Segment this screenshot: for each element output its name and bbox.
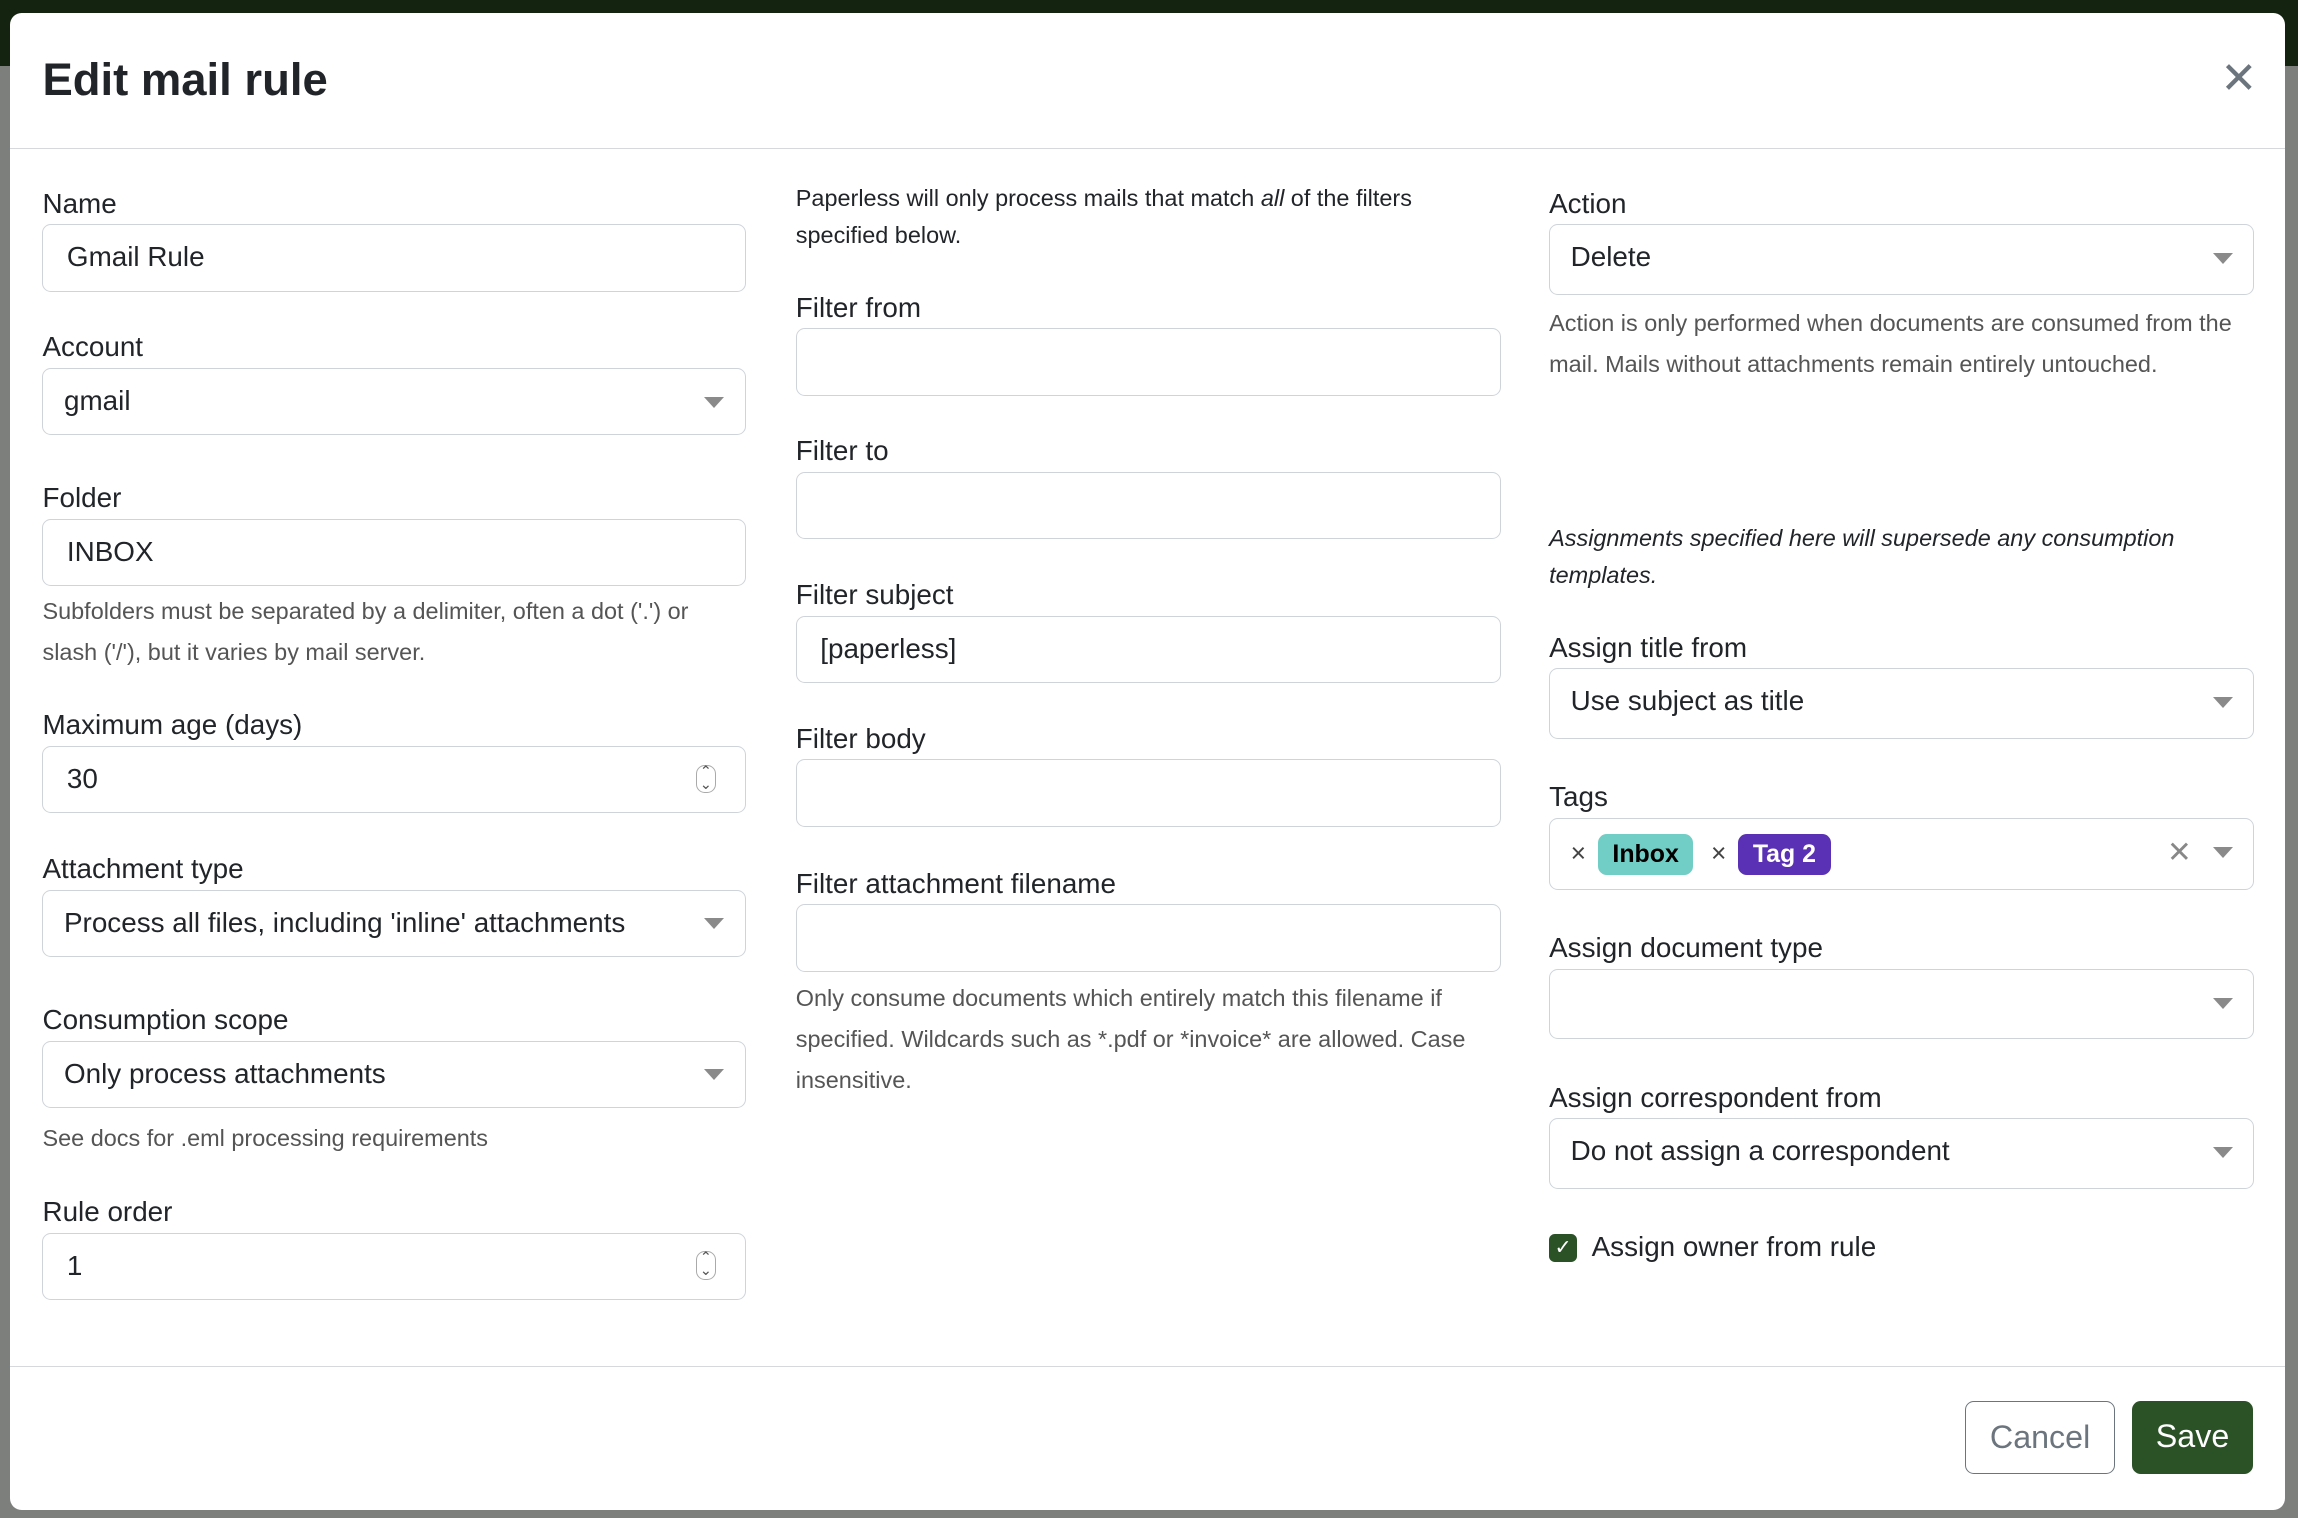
intro-text: Paperless will only process mails that m… — [795, 185, 1261, 212]
assign-title-value: Use subject as title — [1570, 685, 1805, 717]
cancel-button[interactable]: Cancel — [1965, 1401, 2115, 1475]
chevron-down-icon — [704, 918, 725, 929]
chevron-down-icon — [2212, 997, 2233, 1009]
header-divider — [10, 148, 2285, 150]
order-input[interactable]: 1 ⌃ ⌄ — [42, 1232, 746, 1300]
chevron-down-icon — [2212, 253, 2233, 264]
correspondent-select[interactable]: Do not assign a correspondent — [1549, 1118, 2255, 1189]
filter-to-label: Filter to — [795, 435, 889, 467]
correspondent-value: Do not assign a correspondent — [1570, 1135, 1950, 1167]
filter-body-input[interactable] — [795, 759, 1501, 827]
attachment-type-select[interactable]: Process all files, including 'inline' at… — [42, 889, 746, 958]
filters-intro: Paperless will only process mails that m… — [796, 180, 1499, 253]
folder-input[interactable]: INBOX — [42, 518, 746, 587]
owner-checkbox[interactable]: ✓ — [1549, 1234, 1577, 1262]
max-age-value: 30 — [66, 762, 98, 794]
chevron-down-icon — [2212, 697, 2233, 708]
chevron-down-icon — [2212, 846, 2233, 858]
owner-label[interactable]: Assign owner from rule — [1591, 1231, 1877, 1263]
footer-divider — [10, 1365, 2285, 1368]
folder-label: Folder — [42, 482, 122, 514]
filename-help: Only consume documents which entirely ma… — [795, 984, 1466, 1093]
action-label: Action — [1549, 187, 1627, 219]
max-age-input[interactable]: 30 ⌃ ⌄ — [42, 745, 746, 814]
filter-body-label: Filter body — [795, 722, 926, 754]
attachment-type-label: Attachment type — [42, 852, 244, 884]
filter-from-input[interactable] — [795, 328, 1501, 396]
scope-select[interactable]: Only process attachments — [42, 1040, 746, 1108]
clear-all-icon[interactable]: ✕ — [2166, 835, 2192, 869]
scope-help[interactable]: See docs for .eml processing requirement… — [42, 1125, 489, 1152]
filter-subject-input[interactable]: [paperless] — [795, 615, 1501, 683]
doctype-select[interactable] — [1549, 968, 2255, 1040]
filter-filename-label: Filter attachment filename — [795, 867, 1116, 899]
name-label: Name — [42, 187, 117, 219]
name-input[interactable]: Gmail Rule — [42, 224, 746, 292]
filter-filename-input[interactable] — [795, 904, 1501, 972]
tag-chip-inbox: Inbox — [1597, 833, 1694, 875]
chevron-down-icon — [2212, 1147, 2233, 1158]
account-select[interactable]: gmail — [42, 367, 746, 436]
stepper-icon[interactable]: ⌃ ⌄ — [696, 1251, 716, 1280]
stepper-icon[interactable]: ⌃ ⌄ — [696, 764, 716, 793]
close-icon[interactable]: ✕ — [2220, 54, 2258, 104]
action-help: Action is only performed when documents … — [1549, 310, 2232, 378]
correspondent-label: Assign correspondent from — [1549, 1081, 1882, 1113]
attachment-type-value: Process all files, including 'inline' at… — [64, 906, 626, 938]
intro-emphasis: all — [1260, 185, 1285, 212]
order-label: Rule order — [42, 1195, 173, 1227]
intro-text-end: of the filters specified below. — [795, 185, 1412, 248]
doctype-label: Assign document type — [1549, 932, 1823, 964]
filter-from-label: Filter from — [795, 291, 922, 323]
assign-title-label: Assign title from — [1549, 631, 1748, 663]
tag-chip-tag-2: Tag 2 — [1738, 833, 1831, 875]
remove-tag-icon[interactable]: × — [1711, 837, 1727, 868]
tags-select[interactable]: × Inbox × Tag 2 ✕ — [1549, 817, 2255, 890]
tags-label: Tags — [1549, 781, 1608, 813]
chevron-down-icon — [704, 396, 725, 408]
edit-mail-rule-dialog: Edit mail rule ✕ Name Gmail Rule Account… — [10, 13, 2285, 1510]
account-label: Account — [42, 331, 144, 363]
assign-note: Assignments specified here will supersed… — [1549, 525, 2175, 588]
action-select[interactable]: Delete — [1549, 224, 2255, 295]
max-age-label: Maximum age (days) — [42, 709, 303, 741]
filter-subject-label: Filter subject — [795, 578, 954, 610]
action-value: Delete — [1570, 241, 1652, 273]
folder-help: Subfolders must be separated by a delimi… — [42, 597, 689, 665]
assign-title-select[interactable]: Use subject as title — [1549, 668, 2255, 739]
remove-tag-icon[interactable]: × — [1570, 837, 1587, 868]
filter-to-input[interactable] — [795, 471, 1501, 540]
scope-value: Only process attachments — [64, 1057, 386, 1089]
scope-label: Consumption scope — [42, 1003, 289, 1035]
account-value: gmail — [64, 384, 131, 416]
save-button[interactable]: Save — [2132, 1401, 2253, 1475]
dialog-title: Edit mail rule — [42, 54, 328, 106]
order-value: 1 — [66, 1249, 83, 1281]
chevron-down-icon — [704, 1069, 725, 1080]
